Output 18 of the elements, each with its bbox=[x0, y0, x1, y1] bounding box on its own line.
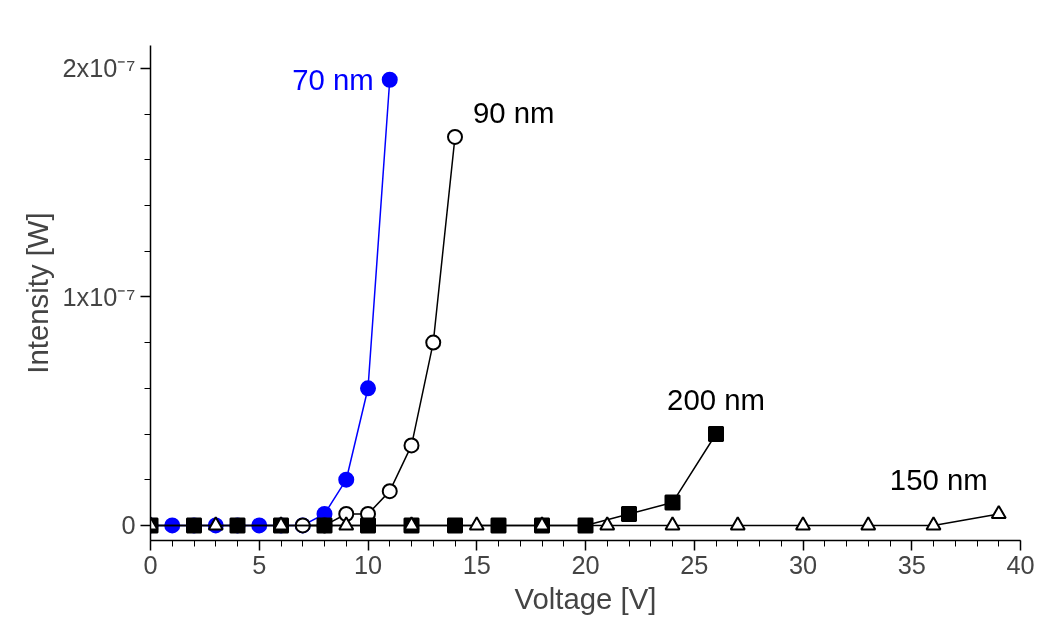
series-label: 90 nm bbox=[473, 95, 555, 129]
x-tick-label: 10 bbox=[353, 550, 383, 579]
x-tick-label: 25 bbox=[680, 550, 709, 579]
x-tick-label: 35 bbox=[897, 550, 926, 579]
x-axis-title: Voltage [V] bbox=[514, 581, 657, 615]
series-label: 70 nm bbox=[292, 63, 374, 97]
x-tick-label: 0 bbox=[143, 550, 158, 579]
series-label: 200 nm bbox=[667, 383, 765, 416]
y-tick-label: 2x10⁻⁷ bbox=[62, 54, 136, 83]
y-axis-title: Intensity [W] bbox=[21, 212, 55, 374]
x-tick-label: 15 bbox=[462, 550, 491, 579]
x-tick-label: 30 bbox=[788, 550, 818, 579]
y-tick-label: 1x10⁻⁷ bbox=[62, 282, 136, 311]
x-tick-label: 40 bbox=[1006, 550, 1035, 579]
y-tick-label: 0 bbox=[121, 511, 136, 540]
series-label: 150 nm bbox=[889, 462, 988, 496]
x-tick-label: 5 bbox=[252, 550, 267, 579]
x-tick-label: 20 bbox=[571, 550, 600, 579]
